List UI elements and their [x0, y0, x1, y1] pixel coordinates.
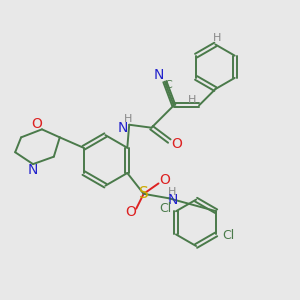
Text: C: C	[164, 80, 172, 90]
Text: S: S	[140, 186, 149, 201]
Text: H: H	[213, 33, 221, 43]
Text: O: O	[31, 117, 42, 131]
Text: N: N	[28, 163, 38, 177]
Text: N: N	[167, 193, 178, 207]
Text: H: H	[188, 95, 196, 105]
Text: O: O	[159, 173, 170, 187]
Text: O: O	[171, 137, 182, 151]
Text: Cl: Cl	[160, 202, 172, 215]
Text: N: N	[153, 68, 164, 82]
Text: H: H	[168, 187, 177, 197]
Text: Cl: Cl	[222, 230, 234, 242]
Text: O: O	[125, 205, 136, 219]
Text: N: N	[118, 121, 128, 135]
Text: H: H	[124, 114, 132, 124]
